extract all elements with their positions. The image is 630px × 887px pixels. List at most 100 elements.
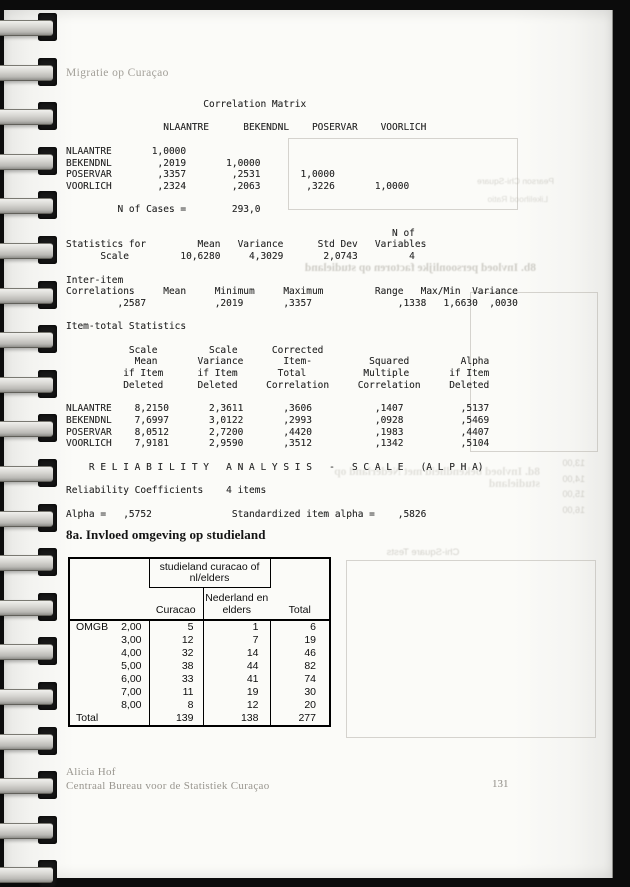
binding-bar bbox=[0, 822, 53, 839]
row-label-value: Total bbox=[76, 711, 99, 724]
binding-bar bbox=[0, 689, 53, 705]
page-number: 131 bbox=[492, 778, 509, 790]
running-header: Migratie op Curaçao bbox=[66, 67, 169, 79]
binding-bar bbox=[0, 510, 53, 527]
binding-tooth bbox=[0, 414, 60, 444]
binding-bar bbox=[0, 466, 53, 482]
crosstab-header-row2: Curacao Nederland en elders bbox=[69, 587, 330, 621]
row-variable-name: OMGB bbox=[76, 621, 109, 633]
binding-bar bbox=[0, 153, 53, 170]
crosstab-row-label: 3,00 bbox=[69, 634, 149, 647]
crosstab-cell: 41 bbox=[202, 673, 270, 686]
ghost-table-outline bbox=[346, 560, 596, 738]
binding-tooth bbox=[0, 592, 60, 623]
footer-organization: Centraal Bureau voor de Statistiek Curaç… bbox=[66, 779, 270, 792]
binding-bar bbox=[0, 644, 53, 661]
crosstab-cell: 19 bbox=[202, 686, 270, 699]
crosstab-cell: 32 bbox=[148, 647, 203, 660]
ghost-table-outline bbox=[470, 292, 598, 452]
binding-tooth bbox=[0, 102, 60, 132]
binding-bar bbox=[0, 198, 53, 215]
crosstab-row: 3,00 12 7 19 bbox=[69, 634, 330, 647]
binding-bar bbox=[0, 733, 53, 750]
ghost-table-outline bbox=[288, 138, 518, 210]
binding-bar bbox=[0, 287, 53, 304]
row-label-value: 5,00 bbox=[121, 659, 142, 672]
binding-bar bbox=[0, 109, 53, 126]
binding-tooth bbox=[0, 191, 60, 221]
binding-bar bbox=[0, 332, 53, 349]
crosstab-row: 5,00 38 44 82 bbox=[69, 660, 330, 673]
binding-bar bbox=[0, 555, 53, 572]
binding-tooth bbox=[0, 57, 60, 88]
crosstab-cell: 12 bbox=[148, 634, 203, 647]
binding-bar bbox=[0, 421, 53, 438]
binding-tooth bbox=[0, 637, 60, 667]
section-title-8a: 8a. Invloed omgeving op studieland bbox=[66, 527, 266, 542]
crosstab-cell: 33 bbox=[148, 673, 203, 686]
crosstab-table: studieland curacao of nl/elders Total Cu… bbox=[68, 557, 331, 727]
binding-tooth bbox=[0, 13, 60, 43]
spss-output: Correlation Matrix NLAANTRE BEKENDNL POS… bbox=[66, 99, 518, 520]
crosstab-cell: 46 bbox=[269, 647, 330, 660]
crosstab-cell: 139 bbox=[148, 712, 203, 726]
crosstab-row-label: OMGB 2,00 bbox=[69, 620, 149, 634]
binding-bar bbox=[0, 243, 53, 259]
footer-author: Alicia Hof bbox=[66, 766, 116, 778]
crosstab-total-row: Total 139 138 277 bbox=[69, 712, 330, 726]
crosstab-row: 6,00 33 41 74 bbox=[69, 673, 330, 686]
crosstab-cell: 74 bbox=[269, 673, 330, 686]
crosstab-col-curacao: Curacao bbox=[149, 587, 203, 621]
row-label-value: 4,00 bbox=[121, 646, 142, 659]
ghost-text: Chi-Square Tests bbox=[386, 547, 460, 558]
row-label-value: 2,00 bbox=[121, 620, 142, 633]
crosstab-cell: 38 bbox=[148, 660, 203, 673]
crosstab-row-label: 7,00 bbox=[69, 686, 149, 699]
binding-tooth bbox=[0, 146, 60, 177]
ghost-text: 13,00 14,00 15,00 16,00 bbox=[562, 458, 585, 515]
paper-sheet bbox=[4, 10, 613, 878]
crosstab-stub-header bbox=[69, 558, 149, 621]
crosstab-cell: 8 bbox=[148, 699, 203, 712]
crosstab-column-group-header: studieland curacao of nl/elders bbox=[148, 558, 271, 588]
crosstab-header-row1: studieland curacao of nl/elders Total bbox=[69, 558, 330, 621]
binding-tooth bbox=[0, 503, 60, 534]
binding-bar bbox=[0, 599, 53, 616]
crosstab-row: 4,00 32 14 46 bbox=[69, 647, 330, 660]
crosstab-cell: 12 bbox=[202, 699, 270, 712]
crosstab-row-label: 4,00 bbox=[69, 647, 149, 660]
binding-tooth bbox=[0, 459, 60, 489]
crosstab-cell: 277 bbox=[269, 712, 330, 726]
row-label-value: 6,00 bbox=[121, 672, 142, 685]
binding-tooth bbox=[0, 280, 60, 311]
crosstab-cell: 30 bbox=[269, 686, 330, 699]
crosstab-row-label: 8,00 bbox=[69, 699, 149, 712]
crosstab-cell: 14 bbox=[202, 647, 270, 660]
binding-tooth bbox=[0, 548, 60, 578]
binding-bar bbox=[0, 778, 53, 795]
crosstab-row-label: 6,00 bbox=[69, 673, 149, 686]
binding-tooth bbox=[0, 771, 60, 801]
binding-tooth bbox=[0, 860, 60, 887]
crosstab-col-nederland: Nederland en elders bbox=[202, 587, 270, 621]
binding-tooth bbox=[0, 325, 60, 355]
page-footer: Alicia Hof Centraal Bureau voor de Stati… bbox=[66, 766, 270, 793]
row-label-value: 8,00 bbox=[121, 698, 142, 711]
binding-tooth bbox=[0, 369, 60, 400]
crosstab-cell: 19 bbox=[269, 634, 330, 647]
crosstab-row: 7,00 11 19 30 bbox=[69, 686, 330, 699]
crosstab-cell: 7 bbox=[202, 634, 270, 647]
crosstab-row: OMGB 2,00 5 1 6 bbox=[69, 620, 330, 634]
binding-tooth bbox=[0, 682, 60, 712]
crosstab-cell: 138 bbox=[202, 712, 270, 726]
crosstab-cell: 5 bbox=[148, 620, 203, 634]
row-label-value: 3,00 bbox=[121, 633, 142, 646]
crosstab-total-header: Total bbox=[270, 558, 330, 621]
crosstab-body: OMGB 2,00 5 1 6 3,00 12 7 19 4,00 32 14 46 5,00 38 44 82… bbox=[69, 620, 330, 726]
crosstab-cell: 20 bbox=[269, 699, 330, 712]
binding-tooth bbox=[0, 236, 60, 266]
crosstab-row: 8,00 8 12 20 bbox=[69, 699, 330, 712]
crosstab-cell: 11 bbox=[148, 686, 203, 699]
binding-tooth bbox=[0, 815, 60, 846]
